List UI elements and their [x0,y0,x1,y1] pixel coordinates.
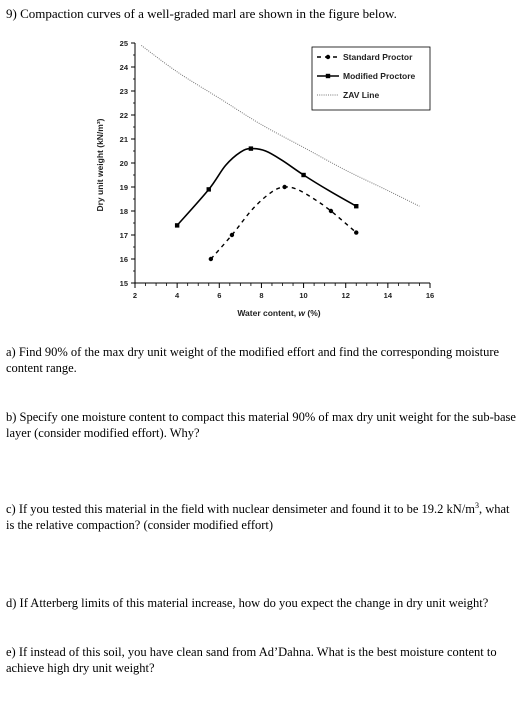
question-b: b) Specify one moisture content to compa… [6,410,516,440]
data-point [206,187,211,192]
y-axis-label: Dry unit weight (kN/m³) [95,118,105,211]
data-point [328,208,334,214]
x-tick-label: 4 [175,291,180,300]
y-tick-label: 16 [120,255,128,264]
legend-label: Standard Proctor [343,52,413,62]
y-tick-label: 19 [120,183,128,192]
legend: Standard Proctor Modified Proctore ZAV Lin… [311,46,431,111]
plot-area [141,44,420,262]
question-e: e) If instead of this soil, you have cle… [6,645,497,675]
x-tick-label: 16 [426,291,434,300]
legend-label: Modified Proctore [343,71,416,81]
data-point [229,232,235,238]
data-point [248,146,254,151]
question-c-superscript: 3 [474,500,479,510]
legend-marker [325,73,331,79]
x-tick-label: 2 [133,291,137,300]
y-tick-label: 22 [120,111,128,120]
x-axis-label: Water content, w (%) [237,308,320,318]
data-point [208,256,214,262]
x-axis-label-suffix: (%) [305,308,321,318]
x-axis-label-prefix: Water content, [237,308,298,318]
question-c-text-end: , what is the relative compaction? (cons… [6,502,510,532]
data-point [282,184,287,190]
series-line-standard-proctor [210,186,357,260]
x-tick-label: 6 [217,291,221,300]
x-tick-label: 8 [259,291,263,300]
compaction-chart: Dry unit weight (kN/m³) Water content, w… [95,39,435,318]
data-point [354,230,359,235]
legend-label: ZAV Line [343,90,379,100]
question-c-text: c) If you tested this material in the fi… [6,502,475,516]
question-a: a) Find 90% of the max dry unit weight o… [6,345,500,375]
question-c: c) If you tested this material in the fi… [6,501,518,533]
series-line-modified-proctore [176,147,357,226]
series-zav-line [141,44,420,207]
x-tick-label: 12 [342,291,350,300]
y-tick-label: 24 [120,63,129,72]
question-d: d) If Atterberg limits of this material … [6,596,489,610]
data-point [301,172,306,178]
series-standard-proctor [208,184,359,262]
legend-box [311,46,431,111]
x-tick-label: 14 [384,291,393,300]
series-modified-proctore [174,146,359,228]
y-tick-label: 20 [120,159,128,168]
y-tick-label: 15 [120,279,128,288]
y-tick-label: 18 [120,207,128,216]
y-tick-label: 25 [120,39,128,48]
data-point [174,223,180,228]
series-line-zav-line [141,44,420,207]
x-axis-label-variable: w [298,308,306,318]
y-tick-label: 21 [120,135,128,144]
legend-marker [325,54,331,60]
x-tick-label: 10 [299,291,307,300]
y-tick-label: 17 [120,231,128,240]
y-tick-label: 23 [120,87,128,96]
data-point [354,204,359,209]
question-title: 9) Compaction curves of a well-graded ma… [6,6,397,21]
